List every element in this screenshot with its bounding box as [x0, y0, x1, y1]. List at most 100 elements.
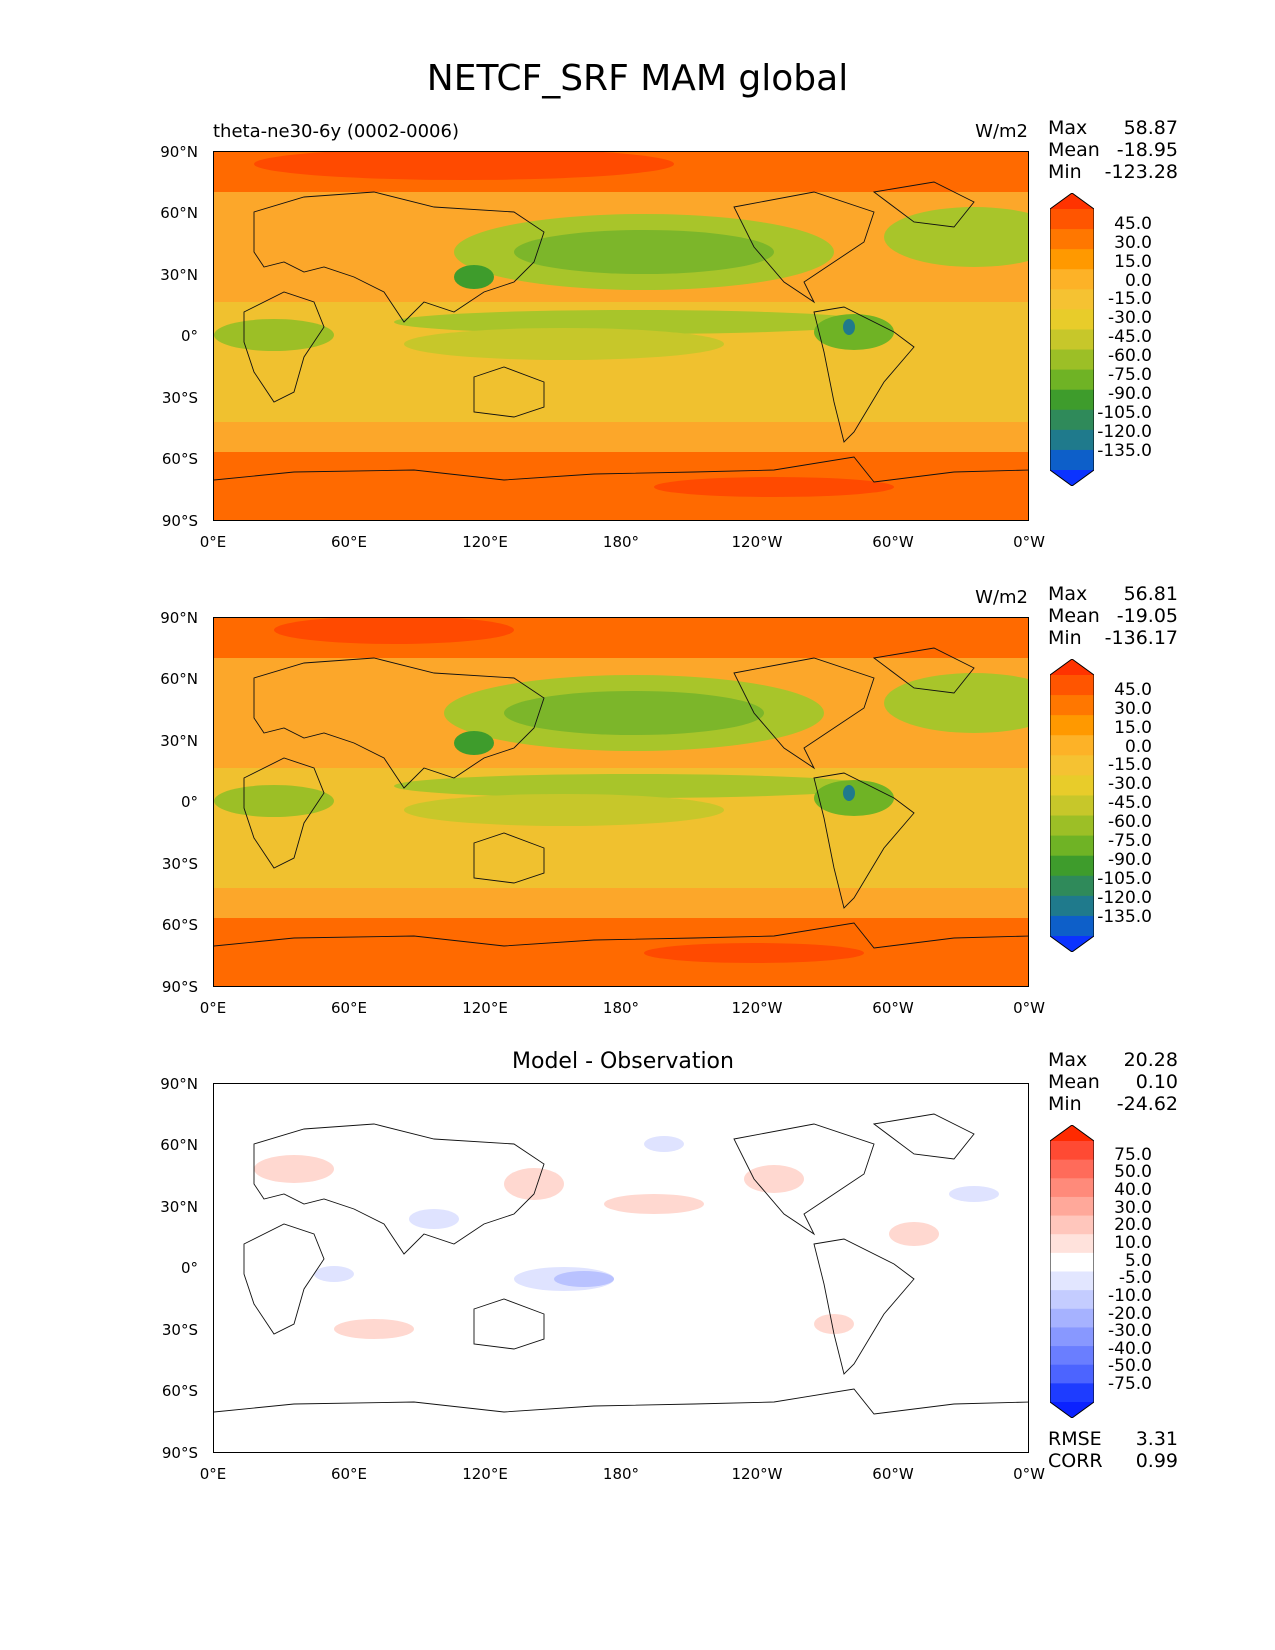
- lat-tick-label: 90°N: [160, 143, 198, 161]
- colorbar-label: -60.0: [1108, 346, 1152, 366]
- lon-tick-label: 120°E: [462, 999, 508, 1017]
- lon-tick-label: 120°E: [462, 533, 508, 551]
- stat-corr-label: CORR: [1048, 1450, 1103, 1472]
- figure-title: NETCF_SRF MAM global: [426, 58, 849, 99]
- colorbar-step: [1050, 429, 1094, 451]
- lon-tick-label: 180°: [602, 533, 640, 551]
- lat-tick-label: 90°S: [161, 978, 198, 996]
- colorbar-step: [1050, 915, 1094, 937]
- panel-1-units: W/m2: [975, 121, 1028, 142]
- colorbar-step: [1050, 1234, 1094, 1254]
- stat-corr-value: 0.99: [1135, 1450, 1178, 1472]
- colorbar-label: 0.0: [1124, 271, 1152, 291]
- colorbar-step: [1050, 755, 1094, 776]
- lon-tick-label: 0°W: [1013, 1465, 1045, 1483]
- lat-tick-label: 0°: [180, 793, 198, 811]
- lon-tick-label: 60°E: [330, 1465, 368, 1483]
- lon-tick-label: 60°W: [872, 1465, 914, 1483]
- colorbar-label: -50.0: [1108, 1356, 1152, 1376]
- colorbar-step: [1050, 855, 1094, 877]
- stat-max-label: Max: [1048, 1049, 1088, 1071]
- lon-tick-label: 0°E: [199, 533, 227, 551]
- lat-tick-label: 0°: [180, 1259, 198, 1277]
- lat-tick-label: 30°S: [161, 855, 198, 873]
- colorbar-label: -135.0: [1097, 441, 1152, 461]
- colorbar-step: [1050, 936, 1094, 952]
- panel-2-colorbar-svg: [1049, 658, 1095, 953]
- colorbar-label: -120.0: [1097, 422, 1152, 442]
- colorbar-step: [1050, 193, 1094, 209]
- lat-tick-label: 60°N: [160, 1136, 198, 1154]
- lat-tick-label: 60°N: [160, 670, 198, 688]
- panel-1-map: [213, 151, 1029, 521]
- panel-2-colorbar: [1049, 658, 1095, 953]
- panel-1-left-title: theta-ne30-6y (0002-0006): [213, 121, 459, 142]
- colorbar-step: [1050, 1159, 1094, 1179]
- colorbar-label: -75.0: [1108, 1374, 1152, 1394]
- colorbar-step: [1050, 815, 1094, 837]
- lat-tick-label: 90°N: [160, 609, 198, 627]
- colorbar-label: -75.0: [1108, 831, 1152, 851]
- colorbar-step: [1050, 369, 1094, 391]
- lon-tick-label: 120°W: [731, 533, 783, 551]
- colorbar-label: -30.0: [1108, 1321, 1152, 1341]
- colorbar-step: [1050, 775, 1094, 796]
- lat-tick-label: 90°S: [161, 1444, 198, 1462]
- lon-tick-label: 60°W: [872, 999, 914, 1017]
- stat-mean-label: Mean: [1048, 1071, 1100, 1093]
- lat-tick-label: 60°S: [161, 450, 198, 468]
- stat-mean-value: -19.05: [1116, 605, 1178, 627]
- colorbar-step: [1050, 659, 1094, 675]
- colorbar-label: -105.0: [1097, 403, 1152, 423]
- colorbar-step: [1050, 249, 1094, 270]
- colorbar-step: [1050, 1327, 1094, 1347]
- lat-tick-label: 30°S: [161, 1321, 198, 1339]
- lon-tick-label: 120°E: [462, 1465, 508, 1483]
- lon-tick-label: 60°W: [872, 533, 914, 551]
- stat-max-value: 20.28: [1123, 1049, 1178, 1071]
- colorbar-step: [1050, 289, 1094, 310]
- colorbar-step: [1050, 229, 1094, 250]
- colorbar-step: [1050, 1346, 1094, 1366]
- lon-tick-label: 0°E: [199, 1465, 227, 1483]
- stat-max-value: 56.81: [1123, 583, 1178, 605]
- colorbar-label: -90.0: [1108, 384, 1152, 404]
- lon-tick-label: 0°E: [199, 999, 227, 1017]
- lon-tick-label: 60°E: [330, 533, 368, 551]
- stat-mean-value: -18.95: [1116, 139, 1178, 161]
- colorbar-step: [1050, 1383, 1094, 1403]
- colorbar-label: -45.0: [1108, 793, 1152, 813]
- colorbar-label: 10.0: [1114, 1233, 1152, 1253]
- colorbar-label: 50.0: [1114, 1162, 1152, 1182]
- panel-1-colorbar: [1049, 192, 1095, 487]
- colorbar-step: [1050, 675, 1094, 696]
- colorbar-step: [1050, 1196, 1094, 1217]
- stat-min-label: Min: [1048, 161, 1082, 183]
- panel-3-map: [213, 1083, 1029, 1453]
- stat-min-value: -136.17: [1104, 627, 1178, 649]
- stat-mean-label: Mean: [1048, 605, 1100, 627]
- lat-tick-label: 90°N: [160, 1075, 198, 1093]
- colorbar-label: -75.0: [1108, 365, 1152, 385]
- lon-tick-label: 0°W: [1013, 999, 1045, 1017]
- colorbar-step: [1050, 1215, 1094, 1235]
- colorbar-label: -20.0: [1108, 1304, 1152, 1324]
- colorbar-label: 45.0: [1114, 680, 1152, 700]
- colorbar-step: [1050, 695, 1094, 716]
- colorbar-label: -90.0: [1108, 850, 1152, 870]
- colorbar-step: [1050, 715, 1094, 736]
- stat-mean-value: 0.10: [1135, 1071, 1178, 1093]
- colorbar-step: [1050, 409, 1094, 431]
- colorbar-label: -40.0: [1108, 1339, 1152, 1359]
- lat-tick-label: 30°N: [160, 1198, 198, 1216]
- lon-tick-label: 180°: [602, 999, 640, 1017]
- colorbar-label: -120.0: [1097, 888, 1152, 908]
- lat-tick-label: 60°N: [160, 204, 198, 222]
- lat-tick-label: 0°: [180, 327, 198, 345]
- panel-1-colorbar-svg: [1049, 192, 1095, 487]
- colorbar-label: -30.0: [1108, 308, 1152, 328]
- lat-tick-label: 90°S: [161, 512, 198, 530]
- colorbar-label: -5.0: [1118, 1268, 1152, 1288]
- colorbar-label: -15.0: [1108, 755, 1152, 775]
- colorbar-label: -15.0: [1108, 289, 1152, 309]
